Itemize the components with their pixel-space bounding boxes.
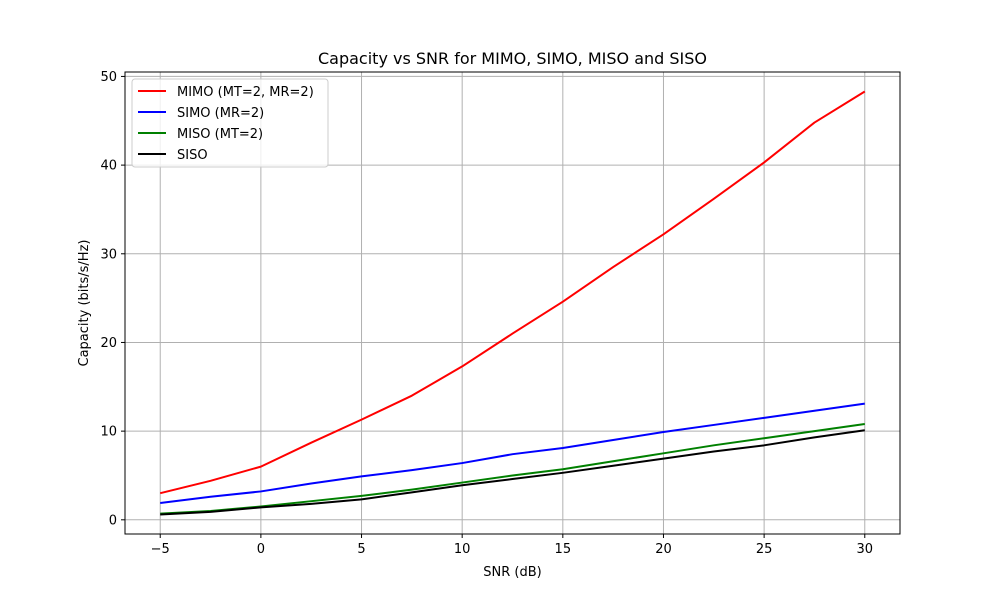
x-tick-label: 15	[555, 542, 572, 557]
y-tick-label: 30	[100, 247, 117, 262]
legend-entry: SISO	[177, 148, 208, 163]
legend-box	[131, 78, 329, 168]
x-tick-label: −5	[151, 542, 170, 557]
series-line-1	[160, 402, 865, 504]
series-line-0	[159, 90, 866, 495]
legend: MIMO (MT=2, MR=2) SIMO (MR=2) MISO (MT=2) S…	[131, 78, 329, 168]
plot-frame	[124, 71, 901, 535]
y-tick-label: 50	[100, 70, 117, 85]
y-tick-label: 10	[100, 425, 117, 440]
legend-entry: SIMO (MR=2)	[177, 106, 264, 121]
x-tick-label: 10	[454, 542, 471, 557]
chart-title: Capacity vs SNR for MIMO, SIMO, MISO and…	[318, 49, 707, 68]
x-tick-label: 20	[655, 542, 672, 557]
y-tick-label: 0	[109, 513, 117, 528]
series-lines	[159, 90, 866, 516]
y-tick-label: 40	[100, 159, 117, 174]
x-tick-label: 25	[756, 542, 773, 557]
y-axis-label: Capacity (bits/s/Hz)	[77, 240, 92, 367]
x-tick-label: 5	[357, 542, 365, 557]
series-line-2	[160, 423, 865, 515]
x-tick-label: 30	[856, 542, 873, 557]
legend-entry: MISO (MT=2)	[177, 127, 263, 142]
grid	[125, 72, 900, 534]
axis-ticks: −5 0 5 10 15 20 25 30 0 10 20 30 40 50	[100, 70, 873, 557]
series-line-3	[160, 429, 865, 516]
legend-entry: MIMO (MT=2, MR=2)	[177, 85, 314, 100]
x-tick-label: 0	[257, 542, 265, 557]
y-tick-label: 20	[100, 336, 117, 351]
x-axis-label: SNR (dB)	[483, 565, 541, 580]
